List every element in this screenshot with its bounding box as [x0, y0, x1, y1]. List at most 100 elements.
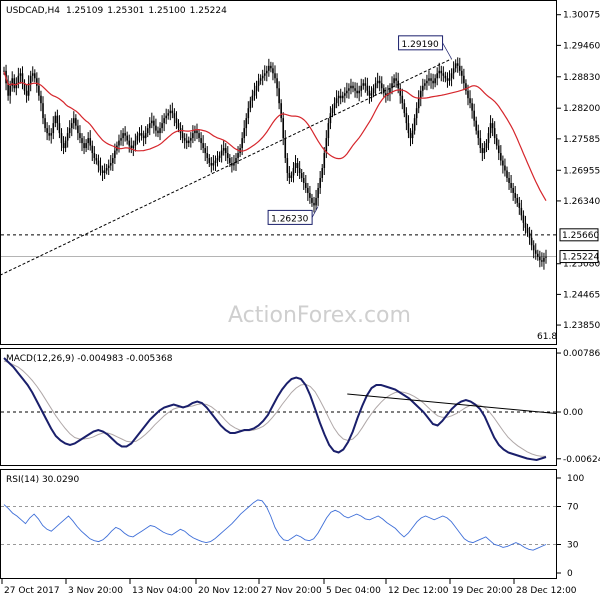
candle-body	[25, 90, 28, 96]
candle-body	[229, 158, 231, 164]
candle-body	[325, 138, 328, 154]
candle-body	[541, 260, 543, 262]
candle-body	[286, 158, 289, 173]
candle-body	[294, 163, 297, 169]
candle-body	[389, 88, 391, 94]
candle-body	[7, 83, 9, 96]
candle-body	[144, 133, 147, 139]
candle-body	[23, 83, 26, 91]
candle-body	[38, 85, 40, 96]
price-tick-label: 1.29460	[563, 41, 600, 51]
price-tick-label: 1.25080	[563, 260, 600, 270]
candle-body	[42, 103, 44, 119]
x-tick-label: 3 Nov 20:00	[68, 586, 123, 596]
candle-body	[296, 163, 299, 169]
candle-body	[237, 153, 239, 159]
candle-body	[9, 85, 11, 96]
candle-body	[344, 93, 346, 96]
x-tick-label: 27 Nov 20:00	[261, 586, 322, 596]
candle-body	[263, 73, 266, 76]
candle-body	[471, 103, 473, 111]
candle-body	[368, 90, 371, 96]
candle-body	[15, 83, 18, 89]
candle-body	[142, 135, 145, 139]
candle-body	[413, 118, 416, 131]
candle-body	[358, 90, 360, 94]
candle-body	[226, 153, 229, 159]
candle-body	[220, 150, 223, 156]
candle-body	[130, 145, 133, 149]
candle-body	[504, 165, 506, 171]
candle-body	[187, 140, 190, 144]
candle-body	[105, 168, 108, 171]
candle-body	[463, 75, 465, 84]
candle-body	[442, 73, 445, 76]
candle-body	[270, 65, 272, 69]
candle-body	[448, 78, 451, 81]
candle-body	[274, 73, 276, 79]
price-tick-label: 1.24465	[563, 290, 600, 300]
price-tick-label: 1.23850	[563, 321, 600, 331]
x-tick-label: 20 Nov 12:00	[198, 586, 259, 596]
candle-body	[122, 133, 124, 139]
rsi-y-axis: 100 70 30 0	[1, 474, 584, 579]
candle-body	[253, 90, 256, 96]
candle-body	[411, 130, 414, 139]
rsi-tick-label: 70	[567, 503, 579, 513]
price-tick-label: 1.28200	[563, 104, 600, 114]
fib-label: 61.8	[537, 332, 557, 342]
candle-body	[491, 123, 494, 129]
candle-body	[333, 103, 336, 109]
candle-body	[112, 158, 114, 164]
candle-body	[372, 88, 375, 94]
candle-body	[422, 85, 424, 91]
candle-body	[148, 123, 151, 129]
candle-body	[46, 128, 48, 134]
candle-body	[354, 88, 356, 91]
annotation-leader	[442, 42, 452, 60]
candle-body	[210, 163, 213, 166]
candle-body	[331, 108, 334, 114]
candle-body	[434, 78, 436, 84]
candle-body	[95, 158, 98, 161]
candle-body	[272, 68, 274, 74]
candle-body	[514, 192, 517, 198]
candle-body	[255, 85, 258, 91]
candle-body	[60, 133, 63, 144]
candle-body	[214, 160, 217, 164]
candle-body	[136, 135, 139, 141]
candle-body	[417, 98, 420, 109]
candle-body	[376, 80, 379, 84]
candle-body	[461, 70, 463, 76]
candle-body	[348, 88, 350, 91]
candle-body	[124, 133, 126, 136]
signal-line	[3, 360, 546, 457]
candle-body	[169, 110, 172, 114]
candle-body	[479, 138, 482, 149]
candle-body	[403, 103, 406, 114]
candle-body	[446, 78, 449, 81]
candle-body	[58, 123, 61, 134]
candle-body	[370, 93, 373, 96]
candle-body	[120, 138, 122, 141]
candle-body	[161, 123, 163, 129]
candle-body	[118, 140, 120, 146]
candle-body	[520, 207, 523, 216]
candle-body	[153, 120, 155, 126]
x-tick-label: 5 Dec 04:00	[326, 586, 381, 596]
candle-body	[477, 130, 480, 139]
candle-body	[40, 95, 42, 104]
candle-body	[218, 155, 221, 159]
watermark: ActionForex.com	[228, 303, 411, 328]
annotation-label: 1.29190	[402, 40, 439, 50]
candle-body	[68, 128, 71, 134]
candle-body	[3, 70, 5, 72]
candle-body	[75, 118, 77, 126]
candle-body	[19, 73, 22, 76]
candle-body	[163, 118, 165, 124]
candle-body	[465, 83, 467, 91]
candle-body	[192, 133, 194, 139]
candle-body	[222, 148, 225, 151]
candle-body	[545, 256, 547, 258]
candle-body	[282, 118, 285, 139]
